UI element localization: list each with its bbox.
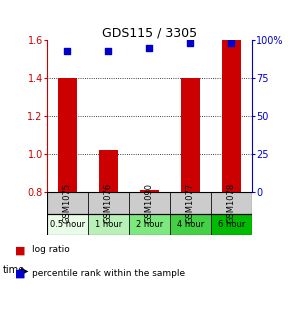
Bar xyxy=(47,192,252,214)
Bar xyxy=(129,214,170,235)
Text: GSM1077: GSM1077 xyxy=(186,182,195,223)
Bar xyxy=(99,150,118,192)
Bar xyxy=(88,192,129,214)
Text: GSM1078: GSM1078 xyxy=(227,182,236,223)
Text: 0.5 hour: 0.5 hour xyxy=(50,220,85,229)
Bar xyxy=(129,192,170,214)
Bar xyxy=(222,40,241,192)
Text: 6 hour: 6 hour xyxy=(218,220,245,229)
Text: 1 hour: 1 hour xyxy=(95,220,122,229)
Text: ▶: ▶ xyxy=(21,265,29,276)
Bar xyxy=(211,214,252,235)
Bar xyxy=(170,214,211,235)
Point xyxy=(147,45,152,51)
Text: percentile rank within the sample: percentile rank within the sample xyxy=(32,269,185,278)
Bar xyxy=(47,214,252,235)
Point xyxy=(188,41,193,46)
Bar xyxy=(47,192,88,214)
Point xyxy=(65,48,70,54)
Text: GSM1090: GSM1090 xyxy=(145,183,154,223)
Point xyxy=(229,41,234,46)
Point xyxy=(106,48,111,54)
Text: time: time xyxy=(3,265,25,276)
Text: log ratio: log ratio xyxy=(32,245,70,254)
Bar xyxy=(58,78,77,192)
Bar xyxy=(170,192,211,214)
Text: ■: ■ xyxy=(15,269,25,279)
Text: 4 hour: 4 hour xyxy=(177,220,204,229)
Bar xyxy=(140,190,159,192)
Text: GSM1076: GSM1076 xyxy=(104,182,113,223)
Bar xyxy=(88,214,129,235)
Bar xyxy=(211,192,252,214)
Text: ■: ■ xyxy=(15,245,25,255)
Bar xyxy=(181,78,200,192)
Text: GSM1075: GSM1075 xyxy=(63,183,72,223)
Title: GDS115 / 3305: GDS115 / 3305 xyxy=(102,26,197,39)
Bar xyxy=(47,214,88,235)
Text: 2 hour: 2 hour xyxy=(136,220,163,229)
